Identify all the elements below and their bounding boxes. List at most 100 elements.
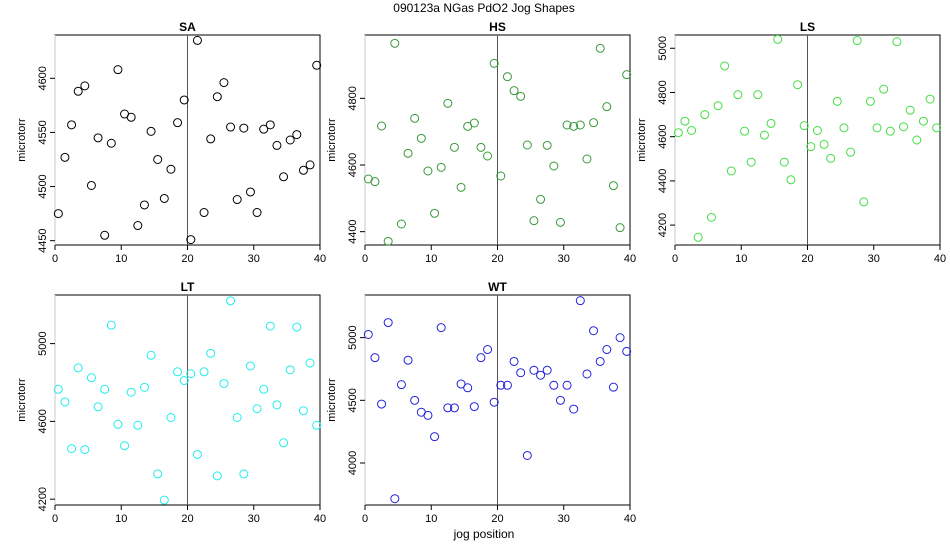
data-point <box>529 365 539 375</box>
data-point <box>153 154 163 164</box>
data-point <box>199 208 209 218</box>
data-point <box>423 166 433 176</box>
y-axis-label: microtorr <box>326 118 338 162</box>
data-point <box>879 84 889 94</box>
x-tick-label: 20 <box>491 253 503 265</box>
data-point <box>615 333 625 343</box>
data-point <box>67 444 77 454</box>
x-tick-label: 10 <box>115 253 127 265</box>
y-tick-label: 4200 <box>657 213 669 237</box>
data-point <box>239 469 249 479</box>
data-point <box>918 116 928 126</box>
data-point <box>106 320 116 330</box>
y-tick-label: 4200 <box>37 487 49 511</box>
data-point <box>53 209 63 219</box>
data-point <box>562 380 572 390</box>
data-point <box>100 230 110 240</box>
data-point <box>312 60 322 70</box>
data-point <box>899 122 909 132</box>
data-point <box>80 445 90 455</box>
x-tick-label: 40 <box>934 253 946 265</box>
data-point <box>212 92 222 102</box>
data-point <box>265 321 275 331</box>
data-point <box>60 152 70 162</box>
data-point <box>693 232 703 242</box>
x-tick-label: 10 <box>115 513 127 525</box>
x-tick-label: 40 <box>624 253 636 265</box>
data-point <box>469 118 479 128</box>
y-tick-label: 4400 <box>657 169 669 193</box>
data-point <box>403 355 413 365</box>
data-point <box>925 94 935 104</box>
x-tick-label: 10 <box>735 253 747 265</box>
data-point <box>509 356 519 366</box>
data-point <box>292 322 302 332</box>
data-point <box>86 373 96 383</box>
data-point <box>93 133 103 143</box>
data-point <box>483 151 493 161</box>
data-point <box>377 399 387 409</box>
x-tick-label: 10 <box>425 253 437 265</box>
data-point <box>430 208 440 218</box>
data-point <box>555 395 565 405</box>
data-point <box>615 223 625 233</box>
data-point <box>252 404 262 414</box>
y-tick-label: 4450 <box>37 228 49 252</box>
data-point <box>582 154 592 164</box>
data-point <box>706 212 716 222</box>
panel-title: LS <box>800 20 815 34</box>
data-point <box>536 370 546 380</box>
y-tick-label: 4600 <box>37 409 49 433</box>
data-point <box>740 126 750 136</box>
data-point <box>436 323 446 333</box>
data-point <box>569 404 579 414</box>
data-point <box>443 403 453 413</box>
data-point <box>622 70 632 80</box>
y-tick-label: 4400 <box>347 219 359 243</box>
data-point <box>377 121 387 131</box>
data-point <box>589 118 599 128</box>
data-point <box>239 123 249 133</box>
data-point <box>363 329 373 339</box>
data-point <box>139 200 149 210</box>
data-point <box>133 420 143 430</box>
data-point <box>279 172 289 182</box>
y-tick-label: 4000 <box>347 451 359 475</box>
data-point <box>449 142 459 152</box>
data-point <box>436 162 446 172</box>
data-point <box>569 121 579 131</box>
data-point <box>298 406 308 416</box>
data-point <box>272 140 282 150</box>
data-point <box>410 113 420 123</box>
data-point <box>932 123 942 133</box>
data-point <box>259 384 269 394</box>
data-point <box>726 166 736 176</box>
data-point <box>126 387 136 397</box>
panel-ls: LS 0 10 20 30 40 4200 4400 4600 4800 5000 microtorr <box>636 20 946 265</box>
panel-title: HS <box>489 20 506 34</box>
data-point <box>826 153 836 163</box>
data-point <box>562 120 572 130</box>
data-point <box>687 125 697 135</box>
data-point <box>312 420 322 430</box>
data-point <box>265 120 275 130</box>
data-point <box>476 142 486 152</box>
data-point <box>166 413 176 422</box>
data-point <box>179 95 189 105</box>
data-point <box>206 348 216 358</box>
x-tick-label: 40 <box>314 253 326 265</box>
data-point <box>608 181 618 191</box>
data-point <box>522 140 532 150</box>
data-point <box>496 380 506 390</box>
x-tick-label: 20 <box>801 253 813 265</box>
x-tick-label: 30 <box>558 253 570 265</box>
data-point <box>100 384 110 394</box>
data-point <box>549 380 559 390</box>
data-point <box>700 110 710 120</box>
data-point <box>232 195 242 205</box>
panel-title: WT <box>488 280 507 294</box>
data-point <box>483 345 493 355</box>
data-point <box>252 208 262 218</box>
data-point <box>872 123 882 133</box>
data-point <box>186 369 196 379</box>
